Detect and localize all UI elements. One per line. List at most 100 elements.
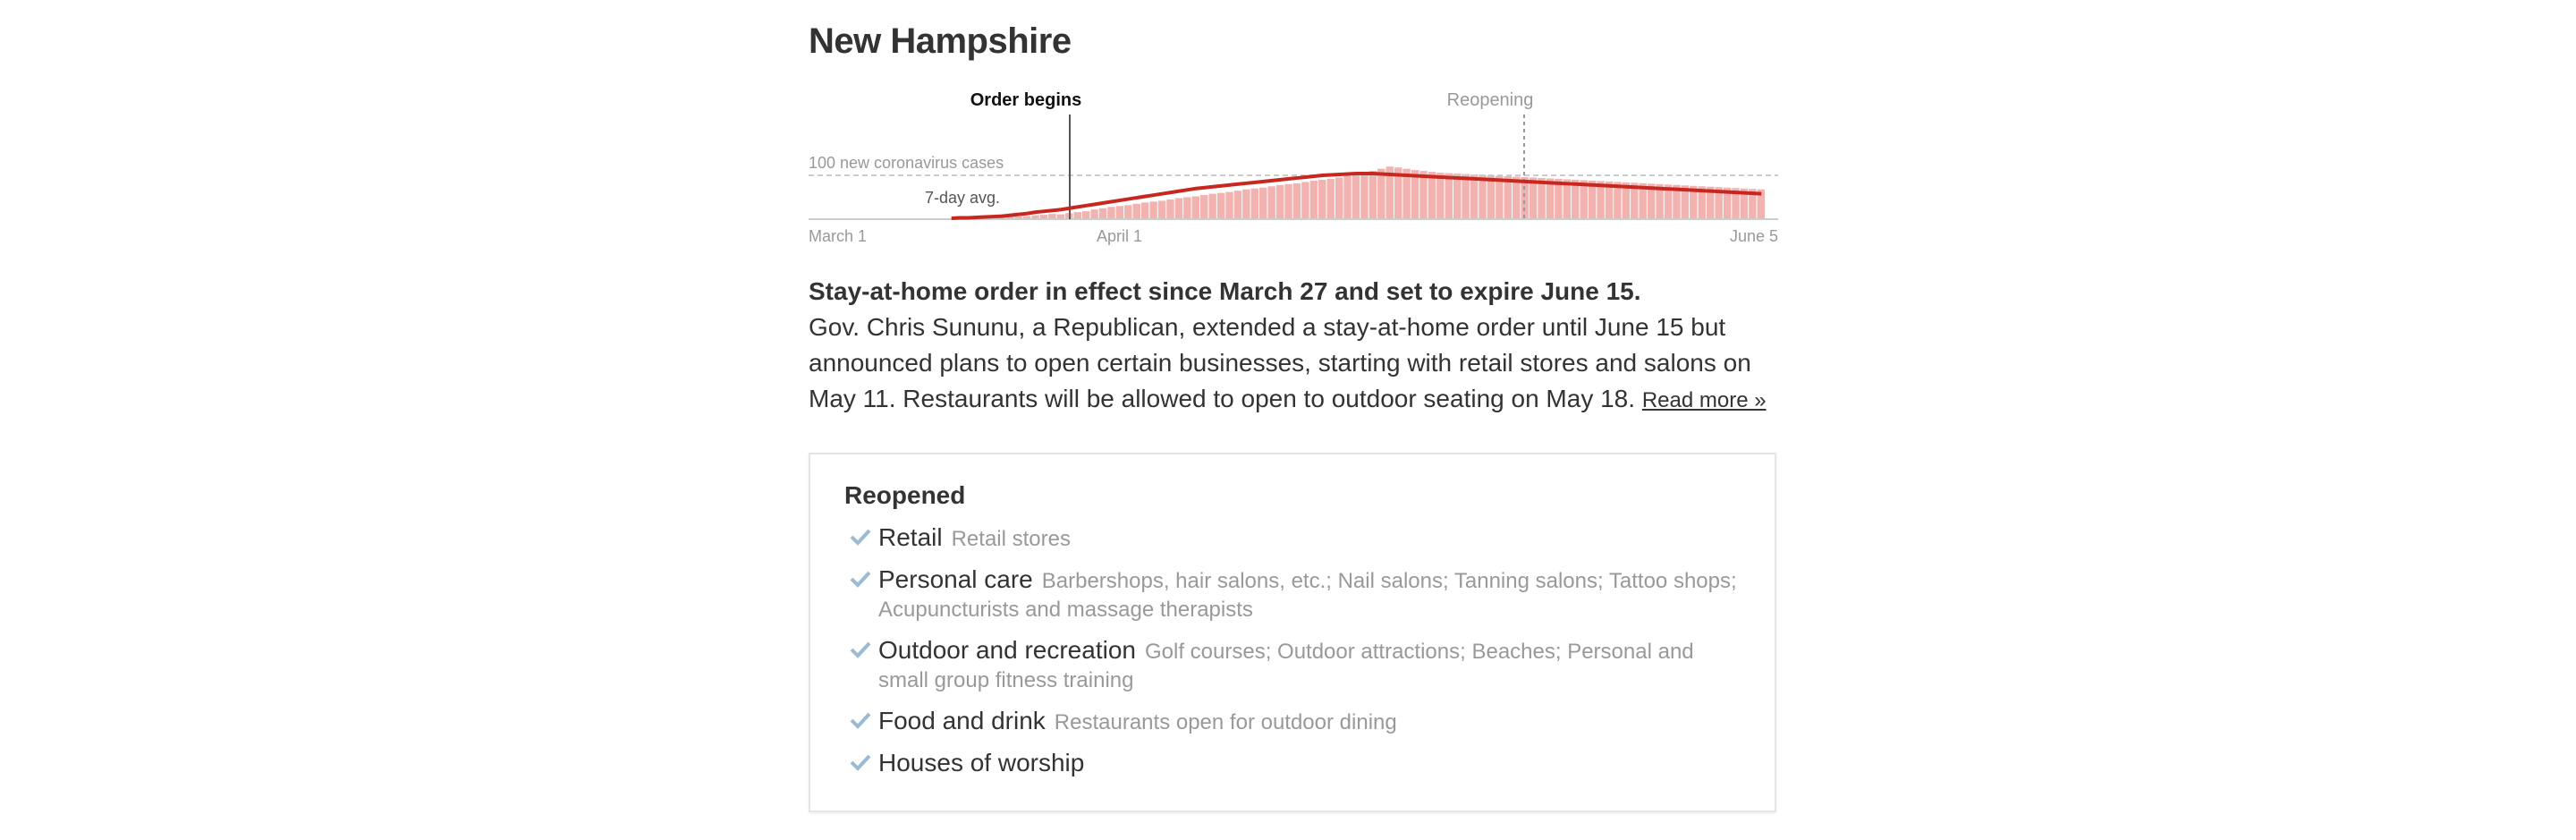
bar	[1309, 180, 1318, 219]
bar	[1411, 170, 1419, 219]
order-description: Stay-at-home order in effect since March…	[809, 274, 1778, 419]
bar	[1006, 216, 1014, 219]
reopened-details: Barbershops, hair salons, etc.; Nail sal…	[878, 569, 1737, 622]
bar	[1174, 198, 1183, 219]
bar	[1394, 167, 1402, 219]
check-icon	[850, 571, 871, 588]
check-icon	[850, 712, 871, 729]
bar	[1513, 176, 1521, 219]
bar	[1555, 178, 1563, 219]
bar	[1647, 183, 1656, 219]
bar	[1352, 175, 1360, 219]
bar	[1749, 189, 1757, 219]
bar	[1479, 174, 1487, 219]
reference-line-label: 100 new coronavirus cases	[809, 154, 1004, 172]
bar	[1740, 188, 1749, 219]
bar	[1039, 215, 1048, 219]
bar	[1546, 178, 1555, 219]
reopening-label: Reopening	[1447, 90, 1534, 110]
reopened-category: Outdoor and recreation	[878, 636, 1136, 664]
reopened-item: Outdoor and recreation Golf courses; Outd…	[844, 637, 1739, 697]
check-icon	[850, 529, 871, 546]
reopened-item: Food and drink Restaurants open for outdo…	[844, 708, 1739, 739]
bar	[997, 216, 1006, 219]
bar	[1664, 184, 1673, 219]
reopened-category: Food and drink	[878, 707, 1046, 734]
bar	[1014, 216, 1022, 219]
bar	[1073, 212, 1081, 219]
bar	[1690, 185, 1698, 219]
tick-label-end: June 5	[1730, 227, 1778, 245]
bar	[1031, 215, 1039, 219]
bar	[1292, 182, 1301, 219]
bar	[1521, 176, 1529, 219]
reopened-item: Houses of worship	[844, 750, 1739, 781]
bar	[1157, 200, 1166, 219]
bar	[1385, 166, 1394, 219]
bar	[1723, 187, 1732, 219]
bar	[1022, 216, 1031, 219]
check-icon	[850, 641, 871, 658]
bar	[1639, 182, 1647, 219]
order-headline: Stay-at-home order in effect since March…	[809, 277, 1641, 305]
bar	[1360, 173, 1368, 219]
tick-label-start: March 1	[809, 227, 867, 245]
bar	[1605, 181, 1614, 219]
bar	[1445, 173, 1453, 219]
bar	[1326, 178, 1335, 219]
bar	[1496, 175, 1504, 219]
bar	[1563, 179, 1572, 219]
bar	[1614, 182, 1622, 219]
reopened-details: Golf courses; Outdoor attractions; Beach…	[878, 640, 1694, 692]
bar	[1183, 197, 1191, 219]
order-body-text: Gov. Chris Sununu, a Republican, extende…	[809, 313, 1751, 412]
check-icon	[850, 754, 871, 771]
bar	[1107, 207, 1115, 219]
bar	[1487, 175, 1496, 219]
tick-label-april: April 1	[1097, 227, 1142, 245]
bar	[1250, 188, 1259, 219]
bar	[1368, 171, 1377, 219]
bar	[1233, 191, 1242, 219]
bar	[1343, 175, 1352, 219]
bar	[1081, 211, 1090, 219]
reopened-category: Houses of worship	[878, 749, 1085, 776]
bar	[1242, 189, 1250, 219]
avg-line	[951, 172, 1762, 221]
reopened-title: Reopened	[844, 481, 966, 509]
bar	[1335, 177, 1343, 219]
bar	[1275, 184, 1284, 219]
bar	[1048, 214, 1056, 219]
bar	[1470, 174, 1479, 219]
reopened-category: Retail	[878, 523, 943, 551]
bar	[1216, 192, 1225, 219]
order-body: Gov. Chris Sununu, a Republican, extende…	[809, 310, 1778, 419]
bar	[1419, 171, 1428, 219]
bar	[1681, 185, 1690, 219]
bar	[1631, 182, 1639, 219]
reopened-details: Restaurants open for outdoor dining	[1054, 710, 1397, 734]
bar	[1115, 206, 1124, 219]
bar	[1698, 186, 1706, 219]
bar	[1706, 186, 1715, 219]
reopened-item: Retail Retail stores	[844, 524, 1739, 556]
bar	[1715, 187, 1723, 219]
bar	[1377, 168, 1385, 219]
bar	[1538, 177, 1546, 219]
bar	[1284, 183, 1292, 219]
bar	[1757, 189, 1765, 219]
bars-group	[947, 166, 1765, 219]
bar	[1140, 202, 1149, 219]
bar	[1225, 191, 1233, 219]
reopened-item: Personal care Barbershops, hair salons, e…	[844, 566, 1739, 626]
state-title: New Hampshire	[809, 21, 1072, 61]
read-more-link[interactable]: Read more »	[1641, 388, 1767, 412]
bar	[1056, 214, 1065, 219]
bar	[1462, 174, 1470, 219]
bar	[1597, 181, 1605, 219]
bar	[1529, 177, 1538, 219]
bar	[1436, 173, 1445, 219]
bar	[1166, 199, 1174, 219]
bar	[1622, 182, 1631, 219]
bar	[1656, 183, 1664, 219]
